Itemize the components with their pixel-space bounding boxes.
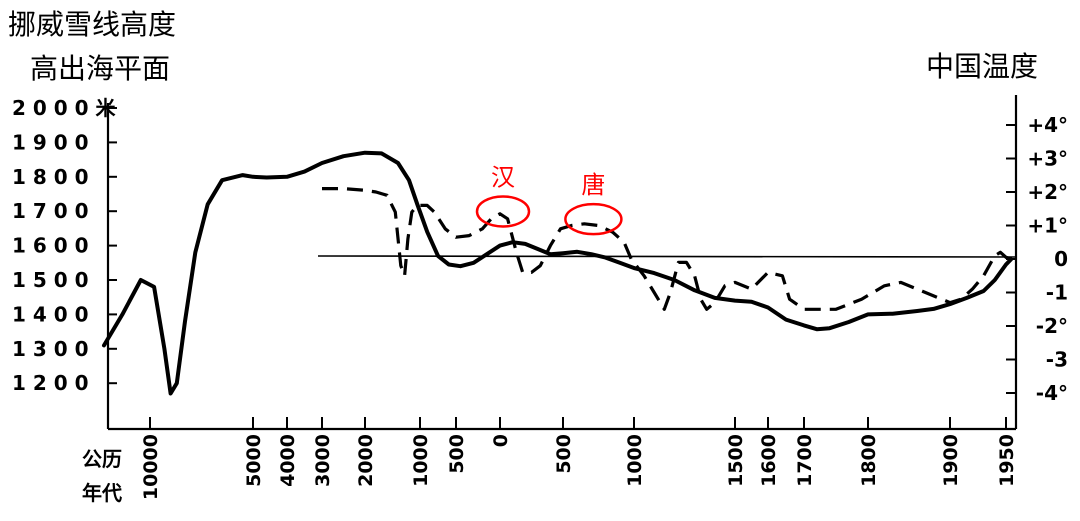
x-tick-label: 1500 [725, 434, 747, 487]
temperature-zero-line [317, 255, 1017, 258]
x-tick-label: 10000 [140, 434, 162, 500]
x-tick-label: 500 [446, 434, 468, 474]
x-tick-label: 1800 [858, 434, 880, 487]
right-tick-label: -2° [1036, 314, 1068, 338]
left-tick-label: 1 5 0 0 [12, 268, 89, 292]
x-tick-label: 2000 [355, 434, 377, 487]
annotation-label: 汉 [491, 163, 515, 191]
annotation-circle [475, 195, 531, 228]
series-group [102, 150, 1013, 396]
x-tick-label: 1000 [624, 434, 646, 487]
left-tick-label: 1 9 0 0 [12, 130, 89, 154]
x-tick-label: 5000 [243, 434, 265, 487]
x-tick-label: 0 [490, 434, 512, 447]
snowline-series-line [102, 150, 1013, 396]
left-title-line2: 高出海平面 [30, 52, 170, 85]
x-label-line1: 公历 [82, 447, 122, 471]
temperature-series-line [322, 187, 1012, 311]
right-tick-label: +2° [1027, 180, 1068, 204]
annotation-group: 汉唐 [475, 163, 623, 236]
right-tick-label: -1 [1046, 281, 1068, 305]
left-tick-label: 1 3 0 0 [12, 337, 89, 361]
left-tick-label: 1 6 0 0 [12, 234, 89, 258]
x-tick-label: 500 [553, 434, 575, 474]
left-tick-label: 2 0 0 0 米 [12, 96, 117, 120]
x-tick-label: 4000 [277, 434, 299, 487]
x-tick-label: 1700 [794, 434, 816, 487]
x-tick-label: 1900 [940, 434, 962, 487]
x-tick-label: 1950 [996, 434, 1018, 487]
left-tick-label: 1 2 0 0 [12, 371, 89, 395]
right-tick-label: -4° [1036, 381, 1068, 405]
tick-group: 2 0 0 0 米 1 9 0 0 1 8 0 0 1 7 0 0 1 6 0 0 1 5… [12, 96, 1068, 500]
x-label-line2: 年代 [82, 481, 122, 505]
right-tick-label: +1° [1027, 214, 1068, 238]
left-title-line1: 挪威雪线高度 [8, 8, 176, 41]
right-tick-label: +4° [1027, 113, 1068, 137]
right-title: 中国温度 [926, 50, 1038, 83]
right-tick-label: -3 [1046, 348, 1068, 372]
annotation-circle [564, 202, 623, 236]
left-tick-label: 1 7 0 0 [12, 199, 89, 223]
x-tick-label: 1000 [410, 434, 432, 487]
x-tick-label: 3000 [312, 434, 334, 487]
zero-line-group [317, 255, 1017, 258]
right-tick-label: +3° [1027, 147, 1068, 171]
right-tick-label: 0 [1054, 247, 1068, 271]
x-tick-label: 1600 [758, 434, 780, 487]
left-tick-label: 1 4 0 0 [12, 302, 89, 326]
annotation-label: 唐 [581, 171, 605, 199]
left-tick-label: 1 8 0 0 [12, 165, 89, 189]
